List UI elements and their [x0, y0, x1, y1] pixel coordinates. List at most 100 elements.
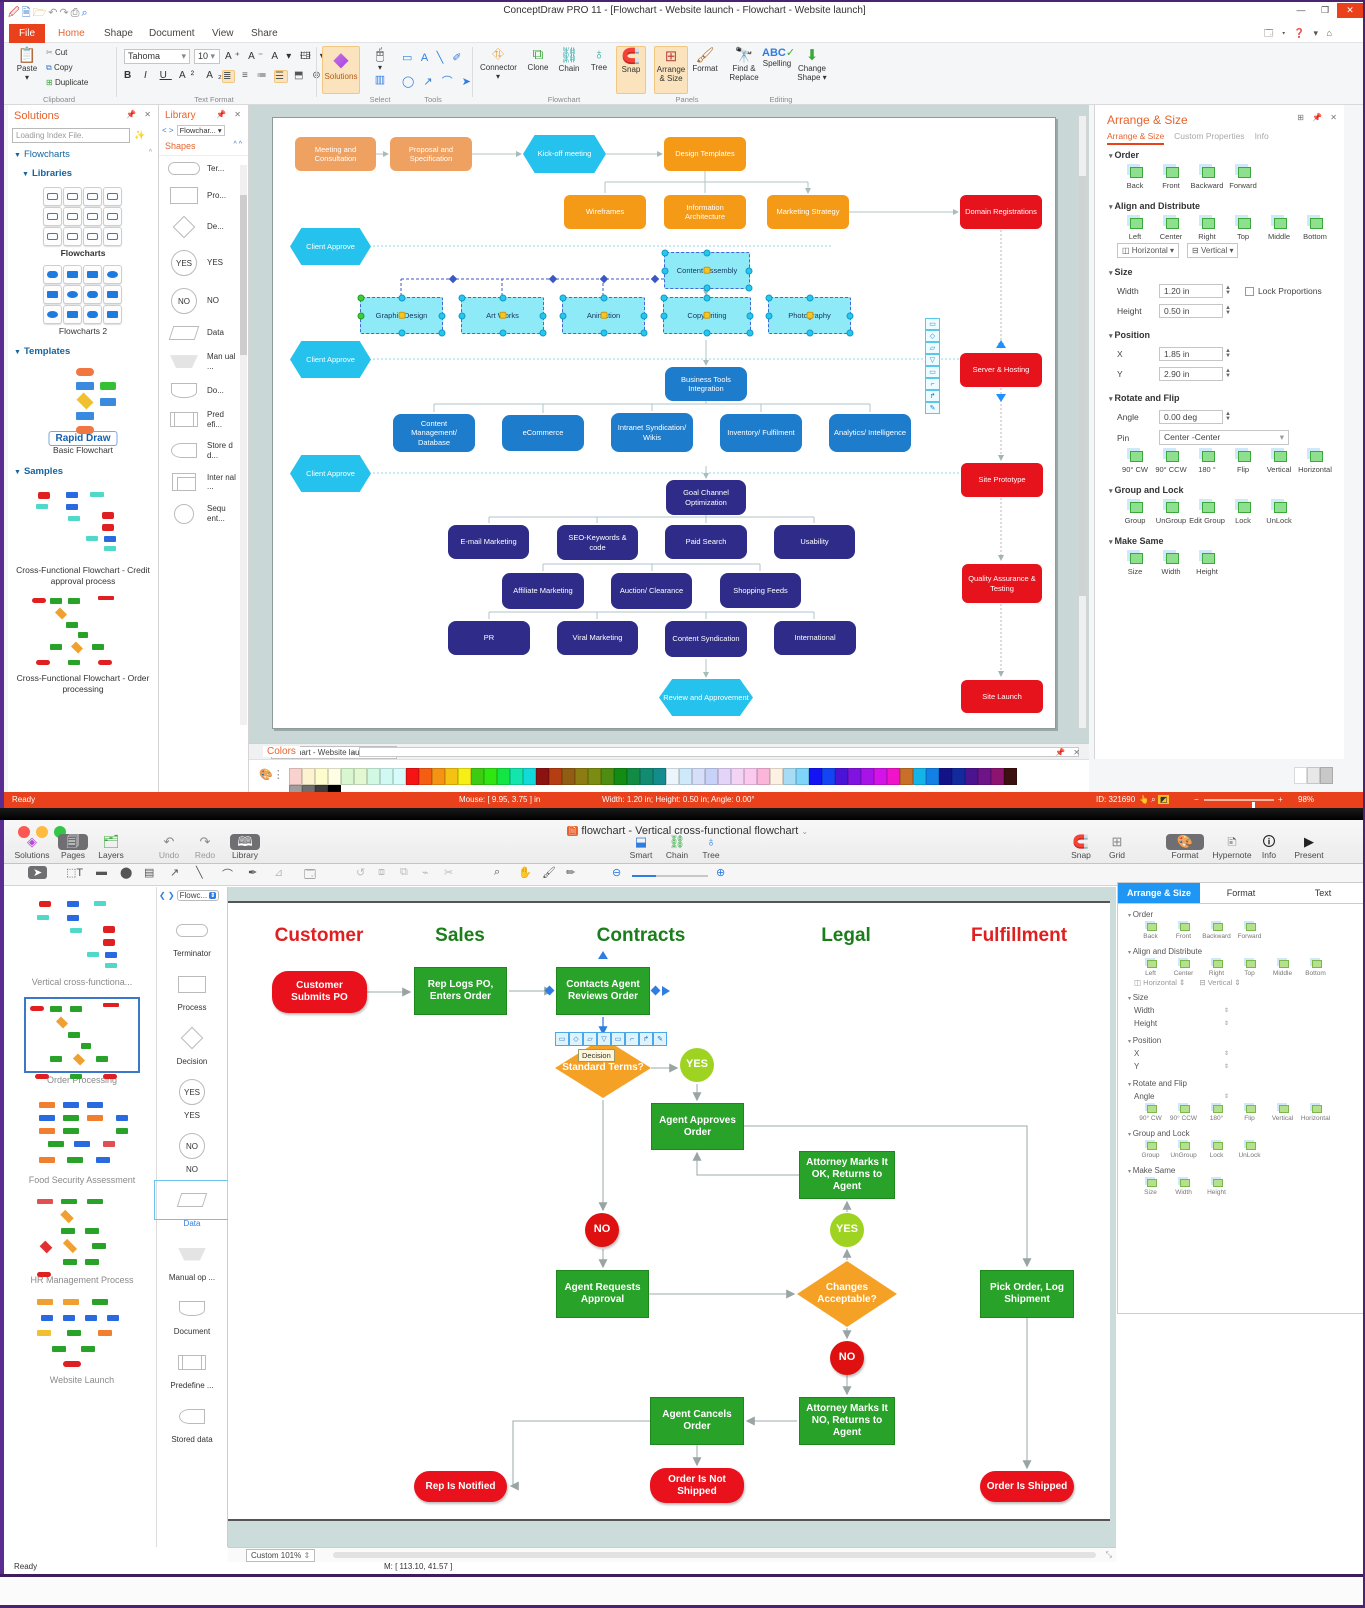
color-swatch[interactable]	[848, 768, 861, 785]
library-shape-no[interactable]: NO NO	[157, 1129, 227, 1174]
library-shape-stored-data[interactable]: Store d d...	[159, 435, 248, 466]
mac-layers-button[interactable]: 🗂 Layers	[92, 834, 130, 860]
eyedropper-tool[interactable]: ✏	[566, 867, 576, 879]
flow-node[interactable]: Content Assembly	[661, 249, 753, 292]
color-swatch[interactable]	[341, 768, 354, 785]
template-thumb-basic-flowchart[interactable]: Rapid Draw	[38, 364, 128, 447]
zoom-slider-right[interactable]	[656, 875, 708, 877]
snap-button[interactable]: 🧲 Snap	[616, 46, 646, 94]
cut-button[interactable]: ✂ Cut	[46, 48, 68, 57]
flow-node[interactable]: Server & Hosting	[960, 353, 1042, 387]
angle-stepper[interactable]: ⇕	[1224, 1094, 1230, 1100]
library-panel-pin-close[interactable]: 📌 ✕	[216, 110, 244, 119]
zoom-slider[interactable]	[1204, 799, 1274, 811]
solutions-search-input[interactable]: Loading Index File.	[12, 128, 130, 143]
search-icon[interactable]: ⌕	[81, 7, 90, 19]
flow-node[interactable]: eCommerce	[502, 415, 584, 451]
pen-tool[interactable]: ✒	[248, 867, 258, 879]
flow-node[interactable]: Attorney Marks It NO, Returns to Agent	[799, 1397, 895, 1445]
rapiddraw-mini-toolbar[interactable]: ▭ ◇ ▱ ▽ ▭ ⌐ ↱ ✎	[925, 318, 940, 414]
flow-node[interactable]: Affiliate Marketing	[502, 573, 584, 609]
save-icon[interactable]: ⎙	[70, 7, 82, 19]
library-shape-terminator[interactable]: Ter...	[159, 156, 248, 181]
selection-handle[interactable]	[703, 249, 711, 257]
flow-node[interactable]: Client Approve	[290, 228, 371, 265]
flow-node[interactable]: Order Is Not Shipped	[650, 1468, 744, 1503]
selection-handle[interactable]	[746, 312, 754, 319]
tab-home[interactable]: Home	[58, 28, 85, 39]
selection-handle[interactable]	[640, 329, 648, 337]
selection-handle[interactable]	[539, 329, 547, 337]
panel-action-top[interactable]: Top	[1233, 958, 1266, 977]
color-swatch[interactable]	[445, 768, 458, 785]
selection-handle[interactable]	[499, 294, 506, 302]
text-direction-icon[interactable]: ⬒ ⊜	[294, 70, 324, 81]
color-swatch[interactable]	[991, 768, 1004, 785]
solutions-panel-pin-close[interactable]: 📌 ✕	[126, 110, 154, 119]
color-swatch[interactable]	[601, 768, 614, 785]
zoom-select[interactable]: Custom 101% ⇕	[246, 1549, 316, 1562]
flow-node[interactable]: NO	[585, 1213, 619, 1247]
library-shape-yes[interactable]: YES YES	[159, 244, 248, 282]
height-input[interactable]: 0.50 in	[1159, 304, 1223, 318]
canvas-hscrollbar[interactable]: ◂	[351, 747, 1079, 757]
panel-action-bottom[interactable]: Bottom	[1299, 958, 1332, 977]
mac-format-button[interactable]: 🎨 Format	[1164, 834, 1206, 860]
flow-node[interactable]: Analytics/ Intelligence	[829, 414, 911, 452]
panel-action-lock[interactable]: Lock	[1225, 499, 1261, 525]
flow-node[interactable]: Site Prototype	[961, 463, 1043, 497]
color-swatch[interactable]	[640, 768, 653, 785]
color-swatch[interactable]	[835, 768, 848, 785]
change-shape-button[interactable]: ⬇ Change Shape ▾	[795, 46, 829, 82]
selection-handle[interactable]	[398, 294, 405, 302]
font-size-select[interactable]: 10 ▾	[194, 49, 220, 64]
flow-node[interactable]: Intranet Syndication/ Wikis	[611, 413, 693, 452]
panel-action-horizontal[interactable]: Horizontal	[1297, 448, 1333, 474]
solutions-button[interactable]: ◆ Solutions	[322, 46, 360, 94]
selection-handle[interactable]	[806, 294, 813, 302]
panel-action-height[interactable]: Height	[1200, 1177, 1233, 1196]
line-tool[interactable]: ╲	[196, 867, 203, 879]
panel-action-unlock[interactable]: UnLock	[1261, 499, 1297, 525]
canvas-vscrollbar[interactable]	[1078, 115, 1087, 729]
color-swatch[interactable]	[809, 768, 822, 785]
document-page[interactable]: Meeting and Consultation Proposal and Spe…	[272, 117, 1056, 729]
flow-node[interactable]: Wireframes	[564, 195, 646, 229]
page-thumbnail[interactable]	[30, 1195, 134, 1277]
flow-node[interactable]: Usability	[774, 525, 855, 559]
zoom-in-control[interactable]: ⊕	[716, 867, 726, 879]
panel-action-90-cw[interactable]: 90° CW	[1117, 448, 1153, 474]
panel-action-back[interactable]: Back	[1117, 164, 1153, 190]
quick-access-toolbar[interactable]: 🖉🗎🗁↶↷⎙⌕	[8, 4, 90, 23]
color-swatch[interactable]	[913, 768, 926, 785]
color-swatch[interactable]	[952, 768, 965, 785]
tab-custom-properties[interactable]: Custom Properties	[1174, 131, 1245, 141]
page-thumbnail[interactable]	[24, 997, 140, 1079]
color-swatch[interactable]	[380, 768, 393, 785]
flow-node[interactable]: NO	[830, 1341, 864, 1375]
library-shape-decision[interactable]: De...	[159, 210, 248, 244]
selection-handle[interactable]	[703, 329, 711, 337]
selection-handle[interactable]	[357, 294, 365, 302]
flow-node[interactable]: Quality Assurance & Testing	[962, 564, 1042, 603]
rectangle-tool[interactable]: ▬	[96, 866, 107, 878]
undo-icon[interactable]: ↶	[48, 7, 60, 19]
mac-hscrollbar[interactable]	[333, 1552, 1096, 1558]
color-swatch[interactable]	[523, 768, 536, 785]
color-swatch[interactable]	[328, 768, 341, 785]
selection-handle[interactable]	[746, 329, 754, 337]
panel-action-front[interactable]: Front	[1167, 921, 1200, 940]
panel-action-height[interactable]: Height	[1189, 550, 1225, 576]
color-swatch[interactable]	[315, 768, 328, 785]
color-swatch[interactable]	[666, 768, 679, 785]
paste-button[interactable]: 📋 Paste ▾	[12, 46, 42, 82]
color-swatch[interactable]	[679, 768, 692, 785]
selection-handle[interactable]	[600, 329, 607, 337]
panel-action-right[interactable]: Right	[1200, 958, 1233, 977]
magic-wand-icon[interactable]: ✨	[134, 130, 146, 140]
flow-node[interactable]: Paid Search	[665, 525, 747, 559]
inspector-tab-arrange[interactable]: Arrange & Size	[1118, 883, 1200, 904]
color-swatch[interactable]	[900, 768, 913, 785]
sample-thumb-order[interactable]	[28, 592, 138, 671]
colors-panel-pin-close[interactable]: 📌 ✕	[1055, 748, 1083, 757]
